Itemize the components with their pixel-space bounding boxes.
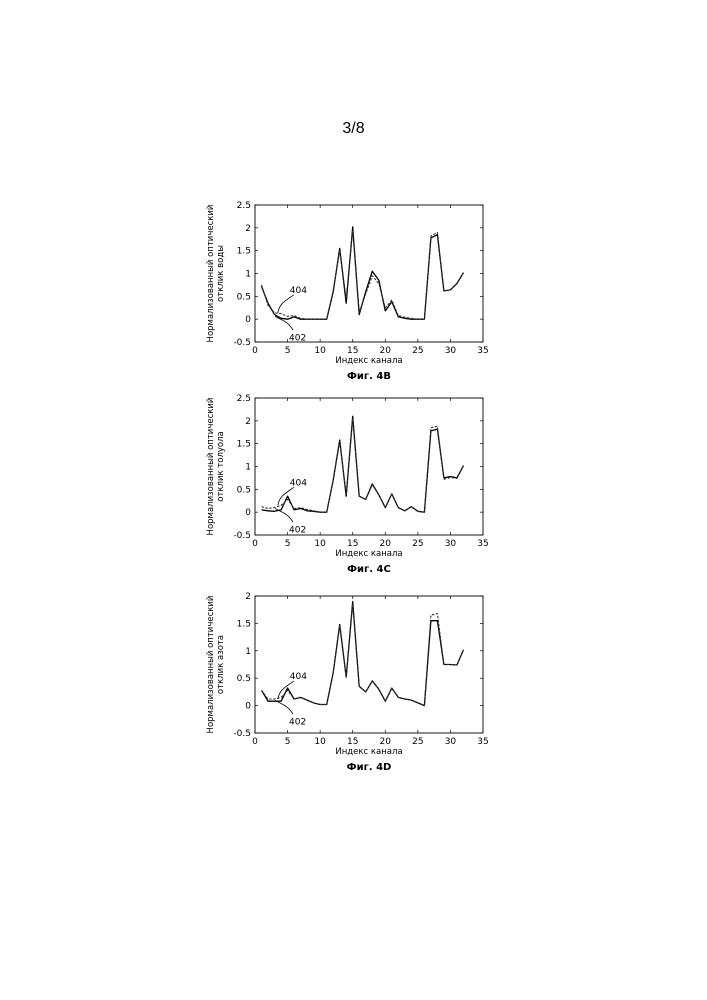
x-tick-label: 25 (412, 737, 423, 747)
x-tick-label: 20 (380, 346, 392, 356)
y-tick-label: 1 (245, 463, 251, 473)
y-tick-label: 1.5 (237, 619, 251, 629)
y-axis-label: отклик толуола (216, 431, 226, 502)
x-axis-label: Индекс канала (335, 549, 402, 559)
figure-caption: Фиг. 4C (347, 564, 391, 575)
y-tick-label: 0.5 (237, 674, 251, 684)
figure-4d: 05101520253035-0.500.511.52Индекс канала… (195, 586, 505, 776)
y-axis-label: отклик азота (216, 635, 226, 694)
leader-line-404 (278, 295, 294, 313)
x-tick-label: 10 (314, 539, 326, 549)
chart-4c: 05101520253035-0.500.511.522.5Индекс кан… (195, 388, 505, 578)
x-tick-label: 5 (285, 539, 291, 549)
figure-caption: Фиг. 4B (347, 371, 391, 382)
y-tick-label: 1.5 (237, 440, 251, 450)
x-tick-label: 5 (285, 346, 291, 356)
plot-frame (255, 205, 483, 342)
y-tick-label: 1.5 (237, 247, 251, 257)
y-tick-label: -0.5 (233, 531, 251, 541)
y-tick-label: 2.5 (237, 201, 251, 211)
x-tick-label: 15 (347, 737, 358, 747)
x-axis-label: Индекс канала (335, 747, 402, 757)
plot-frame (255, 398, 483, 535)
x-tick-label: 15 (347, 346, 358, 356)
x-tick-label: 35 (477, 539, 488, 549)
y-axis-label: отклик воды (216, 245, 226, 302)
y-tick-label: 2.5 (237, 394, 251, 404)
y-tick-label: -0.5 (233, 338, 251, 348)
y-axis-label: Нормализованный оптический (206, 596, 216, 734)
x-tick-label: 10 (314, 737, 326, 747)
x-tick-label: 30 (445, 346, 457, 356)
leader-line-402 (275, 700, 293, 714)
series-line-402 (262, 227, 464, 319)
figure-4b: 05101520253035-0.500.511.522.5Индекс кан… (195, 195, 505, 385)
annotation-402: 402 (289, 333, 306, 343)
series-line-402 (262, 602, 464, 706)
figure-4c: 05101520253035-0.500.511.522.5Индекс кан… (195, 388, 505, 578)
x-tick-label: 5 (285, 737, 291, 747)
y-axis-label: Нормализованный оптический (206, 205, 216, 343)
series-line-404 (262, 604, 464, 705)
y-tick-label: 0 (245, 315, 251, 325)
x-axis-label: Индекс канала (335, 356, 402, 366)
x-tick-label: 20 (380, 737, 392, 747)
leader-line-404 (278, 681, 294, 699)
series-line-404 (262, 230, 464, 319)
x-tick-label: 0 (252, 737, 258, 747)
annotation-402: 402 (289, 717, 306, 727)
y-axis-label: Нормализованный оптический (206, 398, 216, 536)
y-tick-label: 2 (245, 592, 251, 602)
chart-4b: 05101520253035-0.500.511.522.5Индекс кан… (195, 195, 505, 385)
series-line-404 (262, 419, 464, 513)
figure-caption: Фиг. 4D (347, 762, 392, 773)
page-number: 3/8 (0, 120, 707, 138)
chart-4d: 05101520253035-0.500.511.52Индекс канала… (195, 586, 505, 776)
y-tick-label: 1 (245, 270, 251, 280)
y-tick-label: 0 (245, 508, 251, 518)
annotation-402: 402 (289, 525, 306, 535)
annotation-404: 404 (290, 286, 307, 296)
annotation-404: 404 (290, 672, 307, 682)
x-tick-label: 0 (252, 346, 258, 356)
x-tick-label: 30 (445, 737, 457, 747)
y-tick-label: 0 (245, 702, 251, 712)
y-tick-label: 2 (245, 224, 251, 234)
x-tick-label: 25 (412, 539, 423, 549)
x-tick-label: 35 (477, 737, 488, 747)
y-tick-label: 0.5 (237, 292, 251, 302)
y-tick-label: 1 (245, 647, 251, 657)
x-tick-label: 20 (380, 539, 392, 549)
x-tick-label: 30 (445, 539, 457, 549)
x-tick-label: 15 (347, 539, 358, 549)
x-tick-label: 35 (477, 346, 488, 356)
x-tick-label: 25 (412, 346, 423, 356)
leader-line-404 (278, 487, 294, 505)
x-tick-label: 10 (314, 346, 326, 356)
y-tick-label: 2 (245, 417, 251, 427)
y-tick-label: -0.5 (233, 729, 251, 739)
y-tick-label: 0.5 (237, 485, 251, 495)
x-tick-label: 0 (252, 539, 258, 549)
annotation-404: 404 (290, 478, 307, 488)
